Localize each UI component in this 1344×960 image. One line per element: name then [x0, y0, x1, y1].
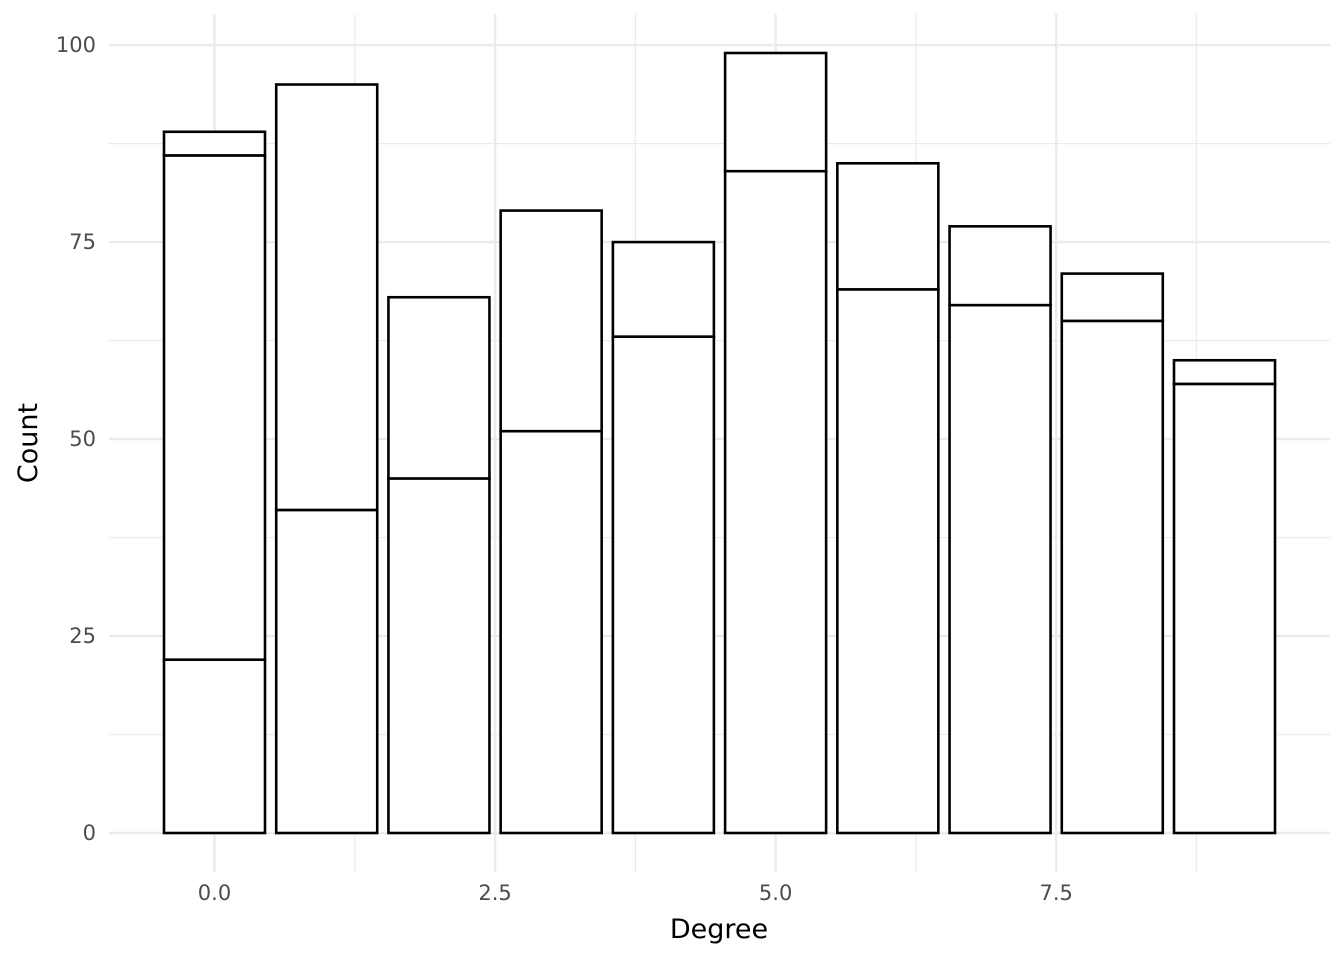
bar-segment — [723, 51, 828, 173]
bar-segment — [387, 295, 491, 480]
bar-segment — [948, 225, 1052, 307]
x-tick-label: 2.5 — [478, 881, 511, 905]
bar-segment — [836, 162, 940, 291]
bar-segment — [836, 288, 940, 835]
x-axis-title: Degree — [670, 914, 768, 945]
bar-segment — [1060, 319, 1165, 835]
bar-segment — [1172, 358, 1277, 386]
x-tick-label: 7.5 — [1039, 881, 1072, 905]
bar-segment — [1172, 382, 1277, 835]
y-tick-label: 100 — [56, 33, 96, 57]
y-tick-label: 25 — [69, 624, 96, 648]
y-tick-label: 0 — [83, 821, 96, 845]
bar-segment — [499, 209, 603, 433]
bar-segment — [162, 658, 267, 835]
y-axis-title: Count — [13, 403, 44, 483]
bars — [162, 51, 1277, 835]
bar-segment — [387, 477, 491, 835]
bar-segment — [162, 130, 267, 157]
bar-segment — [1060, 272, 1165, 323]
bar-segment — [274, 508, 379, 835]
y-tick-label: 75 — [69, 230, 96, 254]
bar-segment — [723, 169, 828, 835]
bar-segment — [948, 303, 1052, 835]
tick-labels: 0 25 50 75 100 0.0 2.5 5.0 7.5 — [56, 33, 1073, 905]
x-tick-label: 5.0 — [759, 881, 792, 905]
bar-segment — [499, 429, 603, 835]
bar-segment — [162, 154, 267, 661]
bar-segment — [274, 83, 379, 512]
bar-segment — [611, 335, 716, 835]
x-tick-label: 0.0 — [198, 881, 231, 905]
y-tick-label: 50 — [69, 427, 96, 451]
bar-segment — [611, 240, 716, 338]
